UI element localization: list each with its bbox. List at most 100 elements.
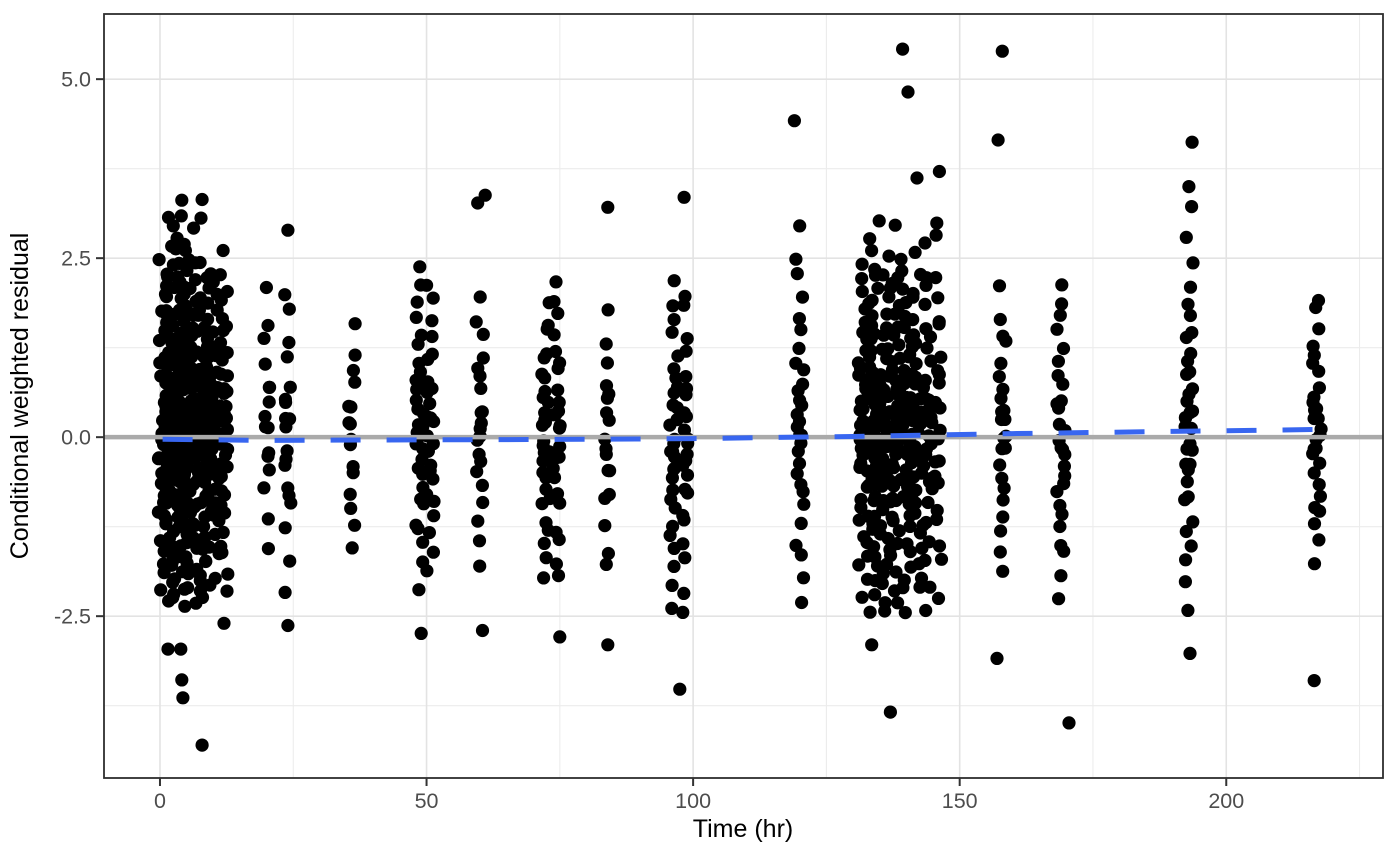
data-point: [794, 478, 808, 492]
data-point: [992, 370, 1006, 384]
data-point: [472, 447, 486, 461]
data-point: [677, 423, 692, 437]
data-point: [283, 380, 297, 394]
data-point: [199, 554, 213, 569]
data-point: [180, 263, 194, 278]
data-point: [855, 590, 869, 604]
data-point: [342, 416, 356, 430]
data-point: [1184, 346, 1198, 361]
data-point: [469, 315, 483, 329]
data-point: [794, 516, 808, 531]
data-point: [421, 375, 435, 389]
data-point: [1052, 592, 1066, 606]
data-point: [195, 590, 210, 605]
data-point: [666, 519, 680, 534]
data-point: [887, 461, 901, 475]
data-point: [599, 337, 613, 351]
data-point: [414, 328, 428, 342]
data-point: [420, 564, 434, 578]
data-point: [930, 503, 944, 518]
data-point: [877, 416, 891, 430]
data-point: [679, 382, 694, 396]
y-axis-title: Conditional weighted residual: [6, 233, 34, 560]
outlier-data-point: [872, 214, 886, 228]
outlier-data-point: [677, 190, 691, 204]
data-point: [600, 406, 614, 420]
outlier-data-point: [930, 216, 944, 230]
data-point: [871, 281, 885, 295]
outlier-data-point: [932, 164, 947, 179]
data-point: [282, 335, 296, 350]
data-point: [1312, 478, 1326, 492]
data-point: [932, 539, 947, 553]
outlier-data-point: [1185, 200, 1199, 214]
data-point: [280, 444, 294, 458]
data-point: [261, 318, 275, 333]
outlier-data-point: [414, 626, 428, 641]
data-point: [997, 481, 1011, 495]
data-point: [541, 318, 555, 332]
data-point: [411, 418, 426, 432]
data-point: [547, 328, 561, 342]
data-point: [666, 483, 680, 497]
data-point: [792, 456, 807, 471]
data-point: [876, 268, 890, 282]
data-point: [1053, 308, 1067, 322]
data-point: [909, 357, 923, 371]
data-point: [539, 482, 553, 496]
data-point: [166, 591, 180, 605]
y-tick-label: 0.0: [61, 426, 91, 450]
data-point: [994, 524, 1008, 538]
data-point: [215, 312, 229, 326]
data-point: [996, 493, 1010, 507]
data-point: [914, 571, 929, 585]
data-point: [933, 423, 947, 437]
data-point: [873, 378, 887, 392]
data-point: [278, 392, 292, 406]
data-point: [261, 421, 275, 435]
data-point: [796, 571, 811, 585]
data-point: [855, 284, 869, 299]
outlier-data-point: [176, 691, 190, 705]
data-point: [863, 360, 877, 374]
data-point: [278, 585, 292, 600]
data-point: [193, 255, 207, 270]
data-point: [797, 497, 811, 511]
data-point: [852, 558, 866, 572]
data-point: [206, 325, 220, 339]
data-point: [922, 535, 936, 549]
data-point: [906, 313, 920, 327]
data-point: [790, 467, 804, 481]
data-point: [996, 382, 1010, 396]
data-point: [897, 320, 911, 335]
data-point: [217, 382, 231, 396]
data-point: [1185, 382, 1200, 396]
data-point: [896, 282, 910, 296]
data-point: [425, 329, 439, 344]
data-point: [851, 356, 866, 370]
data-point: [790, 267, 804, 281]
data-point: [1183, 457, 1197, 471]
data-point: [548, 344, 563, 359]
data-point: [178, 599, 192, 613]
data-point: [865, 309, 879, 323]
data-point: [1052, 417, 1066, 431]
data-point: [538, 384, 552, 399]
data-point: [885, 491, 900, 505]
data-point: [680, 447, 694, 461]
data-point: [918, 373, 932, 387]
data-point: [885, 510, 899, 524]
data-point: [928, 395, 943, 410]
data-point: [1185, 404, 1200, 418]
data-point: [160, 267, 174, 281]
data-point: [416, 535, 430, 549]
data-point: [537, 536, 551, 551]
data-point: [348, 317, 362, 331]
data-point: [917, 459, 931, 473]
data-point: [413, 260, 427, 274]
outlier-data-point: [195, 738, 209, 752]
data-point: [895, 264, 909, 278]
data-point: [262, 446, 276, 460]
data-point: [1307, 557, 1322, 571]
data-point: [278, 521, 292, 535]
